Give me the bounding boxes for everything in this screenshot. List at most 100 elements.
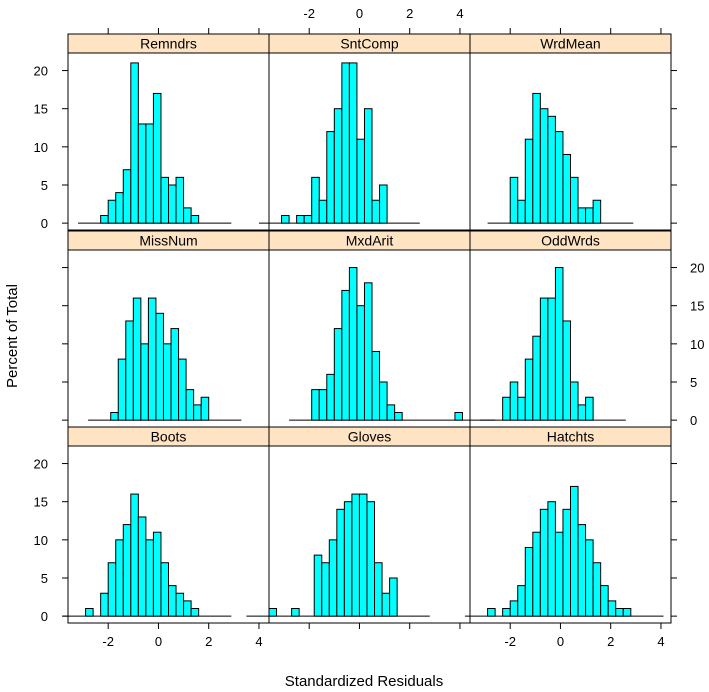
histogram-bar bbox=[547, 115, 556, 224]
histogram-bar bbox=[517, 585, 526, 617]
y-tick-label: 15 bbox=[34, 495, 48, 510]
histogram-bar bbox=[152, 92, 162, 224]
histogram-bar bbox=[326, 131, 335, 224]
histogram-bar bbox=[130, 493, 139, 617]
histogram-bar bbox=[160, 176, 169, 224]
histogram-bar bbox=[615, 608, 624, 617]
histogram-bar bbox=[85, 608, 94, 617]
panel-mxdarit: MxdArit bbox=[268, 230, 496, 428]
histogram-bar bbox=[524, 358, 534, 421]
panels-layer: Boots Gloves Hatchts MissNum MxdArit OddWrds R… bbox=[62, 28, 677, 629]
histogram-bar bbox=[547, 501, 556, 617]
histogram-bar bbox=[363, 108, 373, 224]
histogram-bar bbox=[454, 412, 463, 421]
histogram-bar bbox=[554, 267, 564, 421]
panel-frame bbox=[469, 445, 672, 624]
x-tick-label: 0 bbox=[557, 634, 564, 649]
strip-label: WrdMean bbox=[540, 36, 600, 52]
histogram-bar bbox=[622, 608, 632, 617]
histogram-bar bbox=[509, 600, 519, 617]
strip-label: MissNum bbox=[139, 233, 197, 249]
strip-label: Gloves bbox=[348, 429, 392, 445]
histogram-bar bbox=[502, 396, 511, 421]
histogram-bar bbox=[554, 531, 564, 617]
x-axis-label: Standardized Residuals bbox=[285, 673, 443, 690]
panel-wrdmean: WrdMean bbox=[469, 28, 677, 231]
histogram-bar bbox=[547, 297, 556, 421]
panel-hatchts: Hatchts bbox=[464, 426, 677, 629]
histogram-bar bbox=[371, 350, 381, 421]
histogram-bar bbox=[343, 501, 353, 617]
panel-sntcomp: SntComp bbox=[258, 28, 471, 231]
histogram-bar bbox=[577, 524, 587, 617]
histogram-bar bbox=[348, 267, 358, 421]
y-tick-label: 0 bbox=[41, 216, 48, 231]
x-tick-label: -2 bbox=[504, 634, 516, 649]
histogram-bar bbox=[562, 153, 572, 224]
histogram-bar bbox=[509, 176, 519, 224]
histogram-bar bbox=[524, 546, 534, 617]
histogram-bar bbox=[554, 131, 564, 224]
histogram-bar bbox=[303, 215, 313, 224]
histogram-bar bbox=[577, 404, 587, 421]
histogram-bar bbox=[539, 508, 549, 617]
x-tick-label: -2 bbox=[102, 634, 114, 649]
histogram-bar bbox=[524, 138, 534, 224]
histogram-bar bbox=[341, 289, 350, 421]
histogram-bar bbox=[160, 562, 169, 617]
y-tick-label: 0 bbox=[690, 413, 697, 428]
histogram-bar bbox=[122, 169, 132, 224]
histogram-bar bbox=[381, 592, 391, 617]
y-tick-label: 15 bbox=[690, 299, 704, 314]
histogram-bar bbox=[117, 358, 127, 421]
histogram-bar bbox=[291, 608, 300, 617]
histogram-bar bbox=[152, 531, 162, 617]
histogram-bar bbox=[183, 207, 192, 224]
histogram-bar bbox=[532, 335, 541, 421]
histogram-bar bbox=[562, 508, 572, 617]
histogram-bar bbox=[190, 215, 200, 224]
histogram-bar bbox=[336, 508, 345, 617]
histogram-bar bbox=[318, 389, 328, 421]
y-tick-label: 5 bbox=[41, 178, 48, 193]
histogram-bar bbox=[183, 600, 192, 617]
y-tick-label: 15 bbox=[34, 102, 48, 117]
histogram-bar bbox=[190, 608, 200, 617]
histogram-bar bbox=[379, 381, 388, 421]
panel-oddwrds: OddWrds bbox=[469, 230, 677, 428]
histogram-bar bbox=[570, 176, 579, 224]
y-tick-label: 20 bbox=[34, 457, 48, 472]
histogram-bar bbox=[509, 381, 519, 421]
histogram-bar bbox=[562, 320, 572, 421]
histogram-bar bbox=[296, 215, 305, 224]
y-tick-label: 10 bbox=[34, 140, 48, 155]
histogram-bar bbox=[585, 539, 594, 617]
histogram-bar bbox=[313, 554, 323, 617]
histogram-bar bbox=[178, 358, 187, 421]
histogram-bar bbox=[200, 396, 210, 421]
x-tick-label: 4 bbox=[657, 634, 664, 649]
axes-layer: 0 5 10 15 20 -2 0 2 4 -2 0 2 4 0 5 10 15 20 0 5 10 15 20 -2 0 2 4 bbox=[34, 6, 705, 649]
histogram-bar bbox=[351, 493, 360, 617]
y-tick-label: 10 bbox=[34, 533, 48, 548]
histogram-bar bbox=[145, 123, 154, 224]
histogram-bar bbox=[517, 396, 526, 421]
histogram-bar bbox=[539, 108, 549, 224]
strip-label: MxdArit bbox=[346, 233, 394, 249]
histogram-bar bbox=[389, 577, 398, 617]
histogram-bar bbox=[570, 485, 579, 617]
histogram-bar bbox=[107, 562, 117, 617]
histogram-bar bbox=[162, 343, 172, 421]
x-tick-label: 2 bbox=[205, 634, 212, 649]
histogram-bar bbox=[147, 297, 157, 421]
histogram-bar bbox=[311, 176, 320, 224]
histogram-bar bbox=[110, 412, 119, 421]
y-axis-label: Percent of Total bbox=[4, 284, 21, 388]
histogram-bar bbox=[539, 297, 549, 421]
y-tick-label: 10 bbox=[690, 337, 704, 352]
histogram-bar bbox=[132, 297, 142, 421]
x-tick-label: 4 bbox=[255, 634, 262, 649]
histogram-bar bbox=[592, 562, 602, 617]
histogram-bar bbox=[137, 123, 147, 224]
